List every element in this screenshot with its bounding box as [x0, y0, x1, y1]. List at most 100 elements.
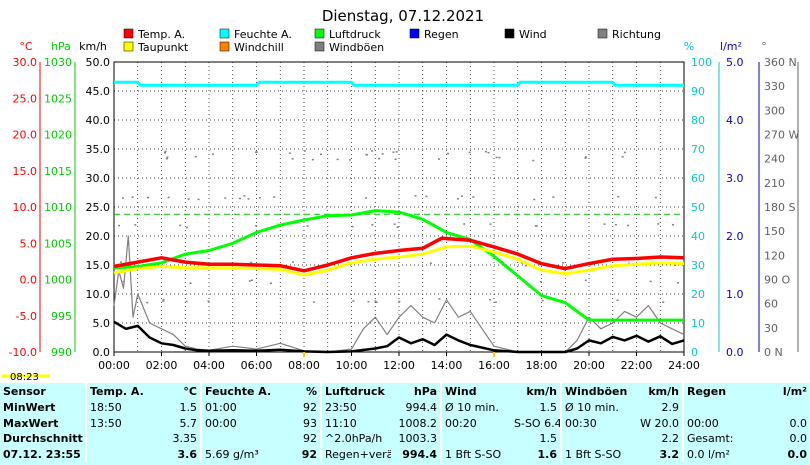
table-cell: 93: [303, 416, 317, 430]
direction-dot: [657, 223, 660, 225]
humidity-tick: 80: [691, 114, 705, 127]
direction-dot: [165, 157, 168, 160]
direction-dot: [251, 279, 254, 282]
series-temp-a: [113, 236, 685, 273]
direction-dot: [671, 223, 674, 226]
table-cell: 01:00: [200, 400, 271, 416]
table-cell: W 20.0: [640, 416, 679, 430]
direction-tick: 240: [764, 153, 785, 166]
direction-dot: [489, 223, 492, 225]
table-header-cell: hPa: [413, 385, 437, 398]
direction-dot: [396, 226, 399, 228]
direction-tick: 0 N: [764, 346, 783, 359]
table-cell: S-SO 6.4: [514, 416, 561, 430]
direction-dot: [552, 196, 555, 198]
wind-tick: 20.0: [86, 230, 111, 243]
humidity-tick: 30: [691, 259, 705, 272]
direction-dot: [319, 153, 322, 156]
legend-item: Windböen: [314, 41, 384, 54]
direction-dot: [584, 156, 587, 158]
x-tick-label: 06:00: [241, 359, 273, 372]
table-cell: Ø 10 min.: [560, 400, 633, 416]
direction-dot: [311, 158, 314, 161]
legend-label: Windböen: [329, 41, 384, 54]
table-header-cell: %: [305, 385, 317, 398]
table-header-cell: °C: [183, 385, 197, 398]
wind-tick: 15.0: [86, 259, 111, 272]
table-header-cell: Wind: [440, 383, 511, 400]
pressure-tick: 1010: [44, 201, 72, 214]
series-feuchte-a: [114, 80, 684, 87]
pressure-tick: 1025: [44, 92, 72, 105]
temp-tick: 10.0: [13, 201, 38, 214]
direction-dot: [185, 226, 188, 229]
direction-tick: 300: [764, 104, 785, 117]
direction-dot: [456, 198, 459, 200]
pressure-tick: 1005: [44, 237, 72, 250]
direction-tick: 330: [764, 80, 785, 93]
table-cell: 3.35: [172, 432, 198, 446]
direction-dot: [617, 195, 620, 198]
direction-dot: [393, 223, 396, 225]
legend-swatch: [219, 41, 230, 52]
rain-unit: l/m²: [720, 40, 742, 53]
direction-dot: [535, 225, 538, 227]
direction-dot: [146, 301, 149, 304]
direction-dot: [562, 262, 565, 264]
table-cell: 0.0: [789, 432, 808, 446]
direction-unit: °: [761, 40, 767, 53]
pressure-tick: 1030: [44, 56, 72, 69]
humidity-tick: 20: [691, 288, 705, 301]
table-cell: Regen+verän: [320, 446, 391, 462]
direction-dot: [621, 156, 624, 158]
legend-swatch: [597, 28, 608, 39]
direction-dot: [189, 282, 192, 284]
temp-tick: 15.0: [13, 165, 38, 178]
legend-item: Luftdruck: [314, 28, 381, 41]
direction-dot: [627, 224, 630, 227]
humidity-unit: %: [684, 40, 694, 53]
rain-tick: 5.0: [726, 56, 744, 69]
direction-dot: [248, 280, 251, 282]
direction-tick: 150: [764, 225, 785, 238]
pressure-tick: 1015: [44, 165, 72, 178]
direction-dot: [134, 224, 137, 226]
temp-tick: 5.0: [20, 237, 38, 250]
direction-dot: [425, 195, 428, 198]
table-cell: MaxWert: [3, 416, 59, 430]
direction-dot: [162, 300, 165, 302]
humidity-tick: 50: [691, 201, 705, 214]
table-row: Durchschnitt 3.35 92 ^2.0hPa/h 1003.3 1.5 2.2 G…: [0, 431, 810, 447]
table-cell: 0.0: [787, 447, 808, 461]
direction-dot: [539, 281, 542, 283]
wind-tick: 50.0: [86, 56, 111, 69]
table-header-row: Sensor Temp. A. °C Feuchte A.% Luftdruck hPa W…: [0, 383, 810, 400]
table-cell: 00:30: [560, 415, 633, 431]
table-cell: [85, 431, 156, 447]
table-cell: MinWert: [3, 401, 56, 415]
x-tick-label: 04:00: [193, 359, 225, 372]
direction-tick: 360 N: [764, 56, 797, 69]
table-cell: 92: [303, 432, 317, 446]
table-header-cell: Sensor: [3, 385, 46, 398]
table-cell: Ø 10 min.: [440, 400, 511, 416]
table-header-cell: Feuchte A.: [200, 383, 271, 400]
direction-dot: [371, 224, 374, 226]
direction-dot: [312, 301, 315, 303]
legend-item: Wind: [504, 28, 547, 41]
legend-label: Wind: [519, 28, 547, 41]
pressure-tick: 1000: [44, 274, 72, 287]
direction-dot: [336, 158, 339, 161]
direction-dot: [288, 152, 291, 154]
table-cell: 92: [301, 447, 317, 461]
table-header-cell: km/h: [526, 385, 557, 398]
direction-dot: [179, 224, 182, 227]
clock-time: 08:23: [10, 372, 39, 383]
table-cell: 2.9: [661, 401, 680, 415]
table-cell: Durchschnitt: [3, 432, 83, 446]
direction-dot: [654, 196, 657, 199]
direction-dot: [120, 261, 123, 263]
series-layer: [113, 80, 685, 354]
table-cell: 1 Bft S-SO: [440, 446, 511, 462]
